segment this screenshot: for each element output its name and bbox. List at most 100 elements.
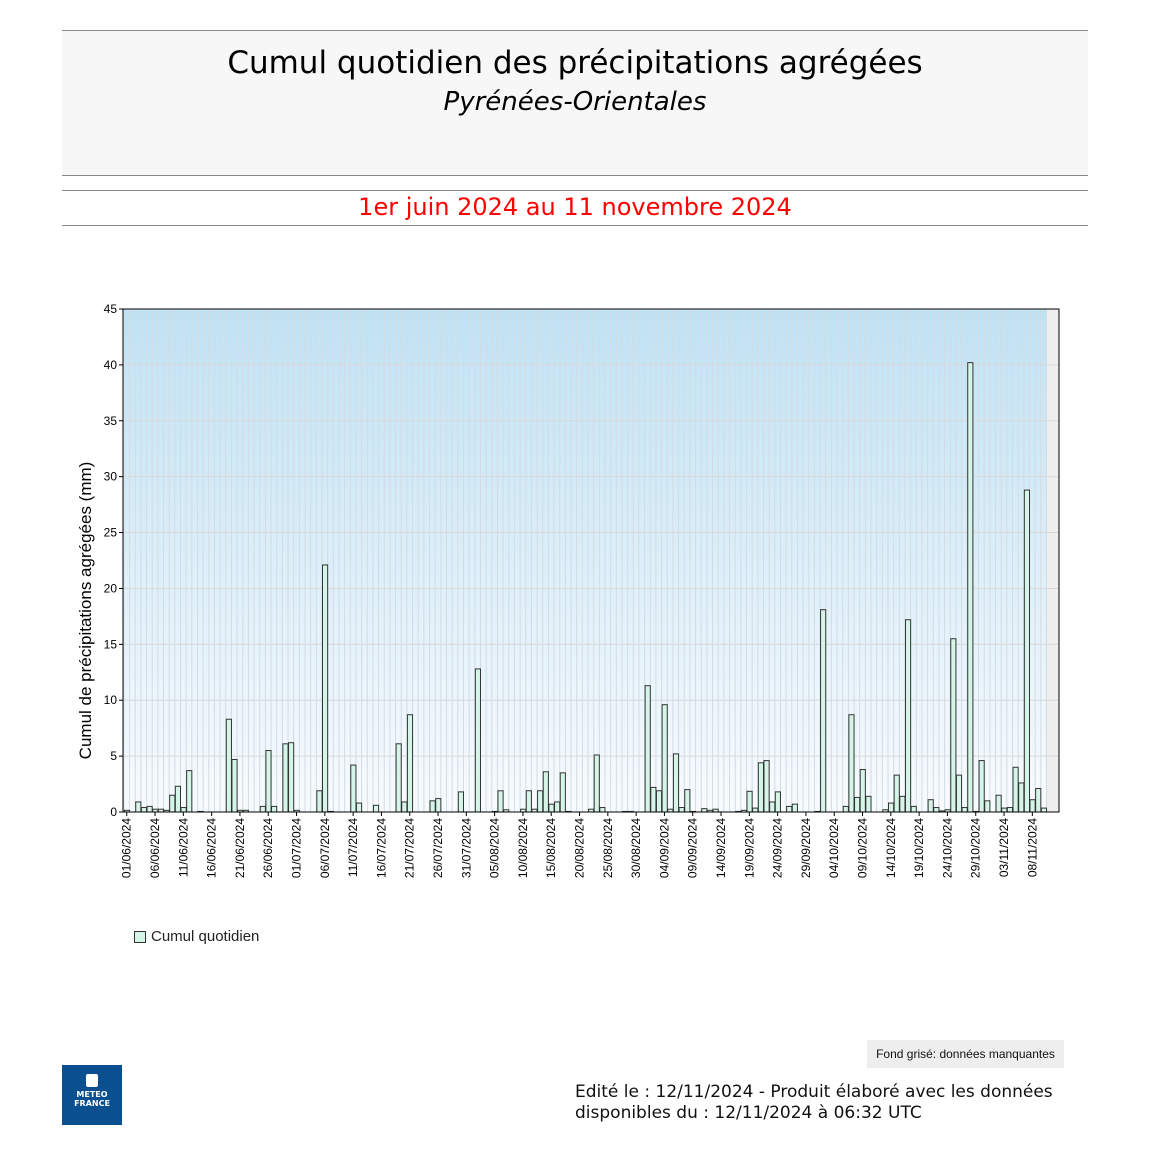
logo-text-2: FRANCE [74, 1099, 110, 1108]
bar [169, 794, 176, 813]
x-tick-label: 29/09/2024 [799, 818, 813, 878]
x-tick-label: 25/08/2024 [601, 818, 615, 878]
bar [548, 803, 555, 813]
bar [593, 754, 600, 813]
bar [984, 800, 991, 813]
bar [655, 790, 663, 813]
bar [678, 807, 685, 813]
bar [271, 805, 278, 813]
bar [978, 760, 985, 813]
bar [135, 801, 142, 813]
y-tick-label: 20 [104, 581, 118, 595]
plot-background [123, 309, 1059, 812]
x-tick-label: 08/11/2024 [1025, 818, 1039, 877]
bar [786, 805, 793, 813]
bar [763, 760, 770, 813]
bar [644, 685, 651, 813]
bar [995, 794, 1002, 813]
x-tick-label: 11/06/2024 [176, 818, 190, 877]
bar [542, 771, 549, 813]
bar [899, 795, 906, 813]
bar [904, 619, 912, 813]
bar [933, 807, 940, 813]
header-panel: Cumul quotidien des précipitations agrég… [62, 30, 1088, 176]
legend-swatch [134, 930, 146, 943]
logo-symbol-icon [86, 1074, 98, 1087]
bar [174, 785, 181, 813]
bar [820, 609, 827, 813]
x-tick-label: 29/10/2024 [969, 818, 983, 878]
x-tick-label: 04/09/2024 [657, 818, 671, 878]
bar [865, 795, 872, 813]
bar [140, 807, 148, 813]
bar [774, 791, 781, 813]
x-tick-label: 30/08/2024 [629, 818, 643, 878]
plot-border [122, 308, 1060, 813]
bar [1029, 799, 1036, 813]
bar [752, 807, 759, 813]
bar [435, 798, 442, 813]
x-tick-label: 26/06/2024 [261, 818, 275, 878]
bar [842, 805, 849, 813]
bar [757, 762, 764, 813]
bar [288, 742, 295, 813]
x-tick-label: 19/09/2024 [742, 818, 756, 878]
edition-line-1: Edité le : 12/11/2024 - Produit élaboré … [575, 1082, 1053, 1102]
bar [950, 638, 957, 813]
x-tick-label: 09/10/2024 [856, 818, 870, 878]
legend-label: Cumul quotidien [151, 928, 260, 945]
period-label: 1er juin 2024 au 11 novembre 2024 [62, 190, 1088, 226]
y-tick-label: 45 [104, 302, 118, 316]
missing-data-region [1046, 309, 1059, 812]
y-tick-label: 0 [110, 805, 117, 819]
bar [661, 704, 668, 813]
chart-title: Cumul quotidien des précipitations agrég… [227, 45, 923, 81]
bar [599, 807, 606, 813]
bar [186, 770, 193, 813]
bar [474, 668, 481, 813]
bar [1023, 489, 1030, 813]
bar [967, 362, 974, 813]
y-tick-label: 35 [104, 414, 118, 428]
bar [395, 743, 402, 813]
bar [910, 805, 917, 813]
x-tick-label: 16/07/2024 [374, 818, 388, 878]
y-tick-label: 15 [104, 637, 118, 651]
bar [146, 805, 153, 813]
bar [316, 790, 323, 813]
bar [854, 796, 861, 813]
bar [893, 774, 900, 813]
bar [1018, 782, 1025, 813]
bar [1001, 807, 1008, 813]
bar [961, 807, 968, 813]
bar [457, 791, 464, 813]
bar [746, 790, 753, 813]
meteo-france-logo: METEO FRANCE [62, 1065, 122, 1125]
x-tick-label: 04/10/2024 [827, 818, 841, 878]
logo-text-1: METEO [76, 1090, 108, 1099]
bar [859, 769, 866, 813]
bar [684, 789, 691, 813]
bar [282, 743, 289, 813]
x-tick-label: 21/07/2024 [403, 818, 417, 878]
bar [180, 807, 187, 813]
x-tick-label: 14/10/2024 [884, 818, 898, 878]
y-tick-label: 25 [104, 526, 118, 540]
bar [888, 802, 895, 813]
bar [672, 753, 680, 813]
x-tick-label: 10/08/2024 [516, 818, 530, 878]
bar [1012, 766, 1019, 813]
bar [231, 758, 238, 813]
x-tick-label: 05/08/2024 [488, 818, 502, 878]
bar [927, 799, 934, 813]
bar [265, 750, 272, 813]
x-tick-label: 15/08/2024 [544, 818, 558, 878]
x-tick-label: 16/06/2024 [205, 818, 219, 878]
x-tick-label: 06/06/2024 [148, 818, 162, 878]
x-tick-label: 24/10/2024 [940, 818, 954, 878]
x-tick-label: 01/07/2024 [290, 818, 304, 878]
bar [429, 800, 436, 813]
x-tick-label: 11/07/2024 [346, 818, 360, 877]
bar [372, 804, 380, 813]
bar [322, 564, 329, 813]
